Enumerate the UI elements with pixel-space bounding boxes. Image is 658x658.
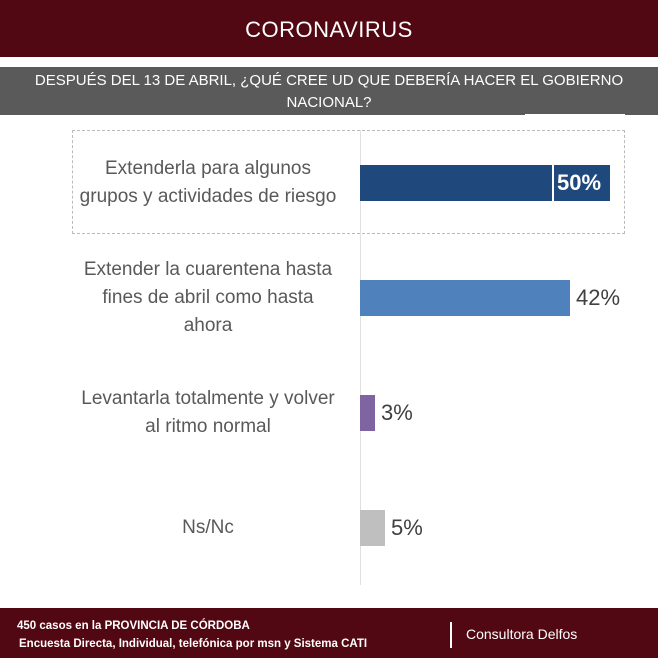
category-label: Levantarla totalmente y volver al ritmo … <box>81 388 335 437</box>
selection-box <box>72 130 625 234</box>
bar <box>360 165 610 201</box>
axis-line <box>360 130 361 585</box>
category-label: Ns/Nc <box>182 517 234 538</box>
tab-notch <box>525 114 625 118</box>
data-label: 3% <box>381 400 413 425</box>
footer-divider <box>450 622 452 648</box>
data-label: 42% <box>576 285 621 310</box>
data-label: 50% <box>552 165 601 201</box>
header-title: CORONAVIRUS <box>0 0 658 57</box>
bar <box>360 280 570 316</box>
footer-sample: 450 casos en la PROVINCIA DE CÓRDOBA <box>17 620 250 632</box>
question-title: DESPUÉS DEL 13 DE ABRIL, ¿QUÉ CREE UD QU… <box>0 67 658 115</box>
footer-method: Encuesta Directa, Individual, telefónica… <box>19 638 368 650</box>
data-label: 5% <box>391 515 423 540</box>
category-label: Extender la cuarentena hasta fines de ab… <box>83 259 333 336</box>
footer: 450 casos en la PROVINCIA DE CÓRDOBA Enc… <box>0 608 658 658</box>
footer-brand: Consultora Delfos <box>466 626 578 642</box>
bar <box>360 510 385 546</box>
category-label: Extenderla para algunos grupos y activid… <box>79 158 337 207</box>
bar <box>360 395 375 431</box>
